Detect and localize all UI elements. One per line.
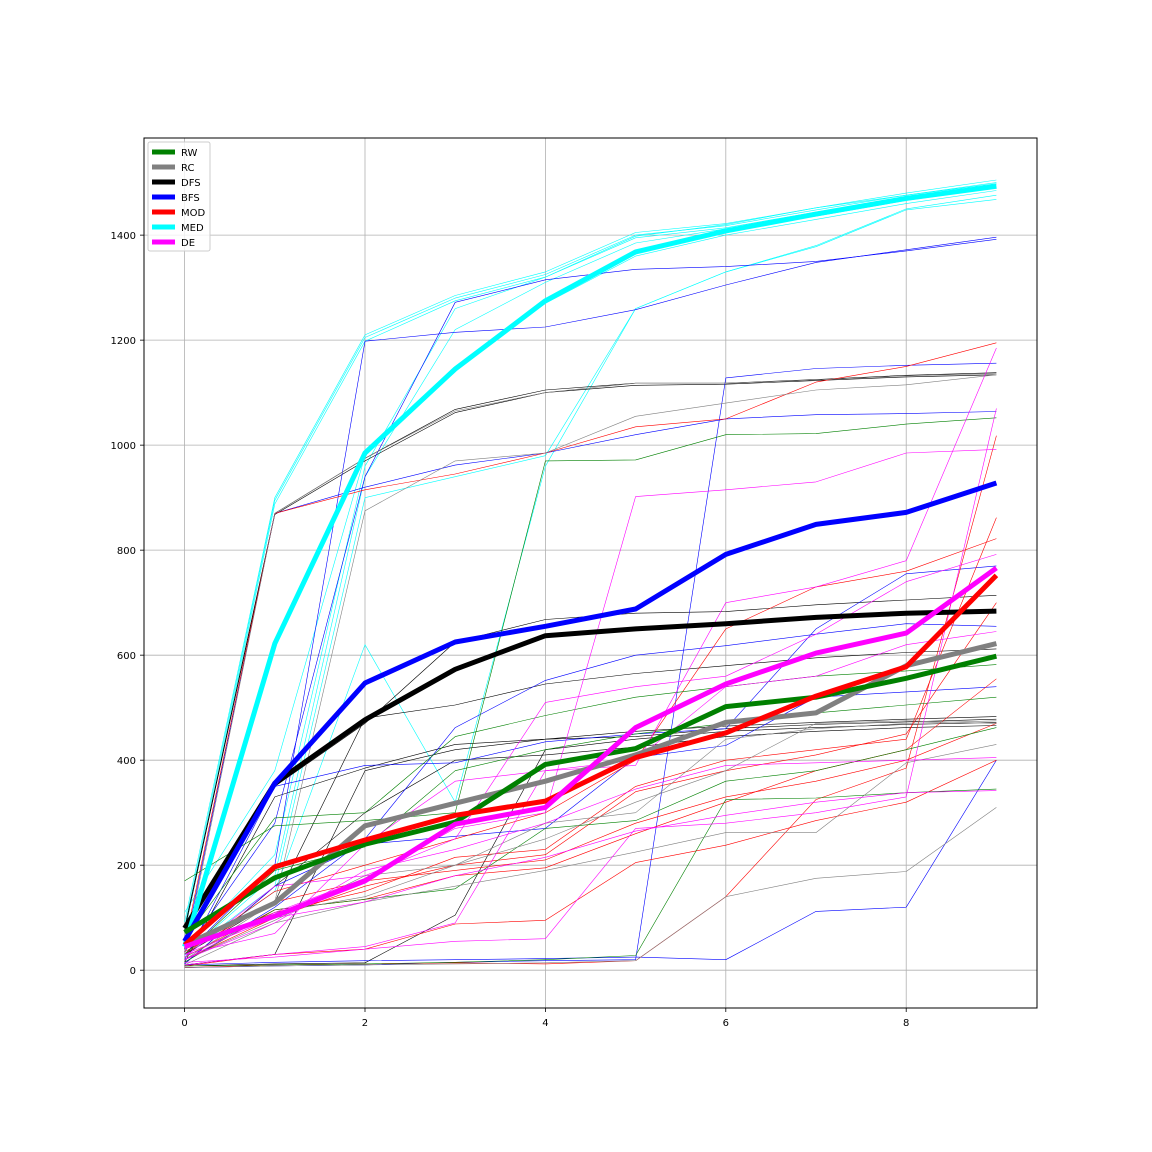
background-run-line (184, 374, 997, 931)
x-tick-label: 0 (181, 1018, 187, 1029)
y-tick-label: 1000 (111, 441, 136, 452)
background-run-line (184, 664, 997, 939)
background-run-line (184, 183, 997, 950)
series-line-med (182, 183, 997, 948)
background-run-line (184, 565, 997, 960)
series-line-bfs (182, 480, 998, 943)
background-run-line (184, 199, 997, 956)
background-run-line (184, 408, 997, 963)
legend-label-med: MED (181, 223, 204, 234)
background-run-line (184, 417, 997, 882)
background-run-line (184, 623, 997, 963)
series-line-rw (183, 653, 997, 935)
legend: RW RC DFS BFS MOD MED DE (147, 141, 211, 252)
background-run-line (184, 194, 997, 955)
legend-label-rc: RC (181, 163, 194, 174)
legend-label-bfs: BFS (181, 193, 200, 204)
x-tick-label: 8 (903, 1018, 909, 1029)
background-run-line (184, 374, 997, 960)
y-tick-label: 600 (117, 651, 136, 662)
background-run-line (184, 790, 997, 955)
plot-frame (143, 137, 1038, 1009)
background-run-line (184, 182, 997, 928)
axis-ticks: 0 2 4 6 8 0 200 400 600 800 1000 1200 1400 (111, 231, 910, 1029)
background-run-line (184, 602, 997, 960)
y-tick-label: 400 (117, 756, 136, 767)
legend-label-dfs: DFS (181, 178, 201, 189)
background-run-line (184, 720, 997, 958)
y-tick-label: 0 (130, 966, 136, 977)
legend-label-mod: MOD (181, 208, 205, 219)
background-run-line (184, 449, 997, 960)
background-run-line (184, 190, 997, 913)
y-tick-label: 1400 (111, 231, 136, 242)
background-run-line (184, 342, 997, 944)
series-lines (182, 183, 999, 949)
background-run-line (184, 723, 997, 953)
y-tick-label: 200 (117, 861, 136, 872)
y-tick-label: 1200 (111, 336, 136, 347)
series-line-mod (182, 573, 999, 947)
background-run-line (184, 411, 997, 950)
background-run-line (184, 554, 997, 958)
series-line-de (183, 565, 998, 949)
legend-label-rw: RW (181, 148, 198, 159)
x-tick-label: 2 (362, 1018, 368, 1029)
x-tick-label: 4 (542, 1018, 548, 1029)
background-run-line (184, 807, 997, 968)
y-tick-label: 800 (117, 546, 136, 557)
series-line-dfs (182, 608, 997, 930)
background-runs (184, 179, 997, 968)
x-tick-label: 6 (723, 1018, 729, 1029)
background-run-line (184, 373, 997, 955)
background-run-line (184, 648, 997, 955)
background-run-line (184, 179, 997, 922)
legend-label-de: DE (181, 238, 195, 249)
background-run-line (184, 716, 997, 963)
background-run-line (184, 538, 997, 955)
background-run-line (184, 788, 997, 967)
background-run-line (184, 725, 997, 965)
background-run-line (184, 759, 997, 967)
